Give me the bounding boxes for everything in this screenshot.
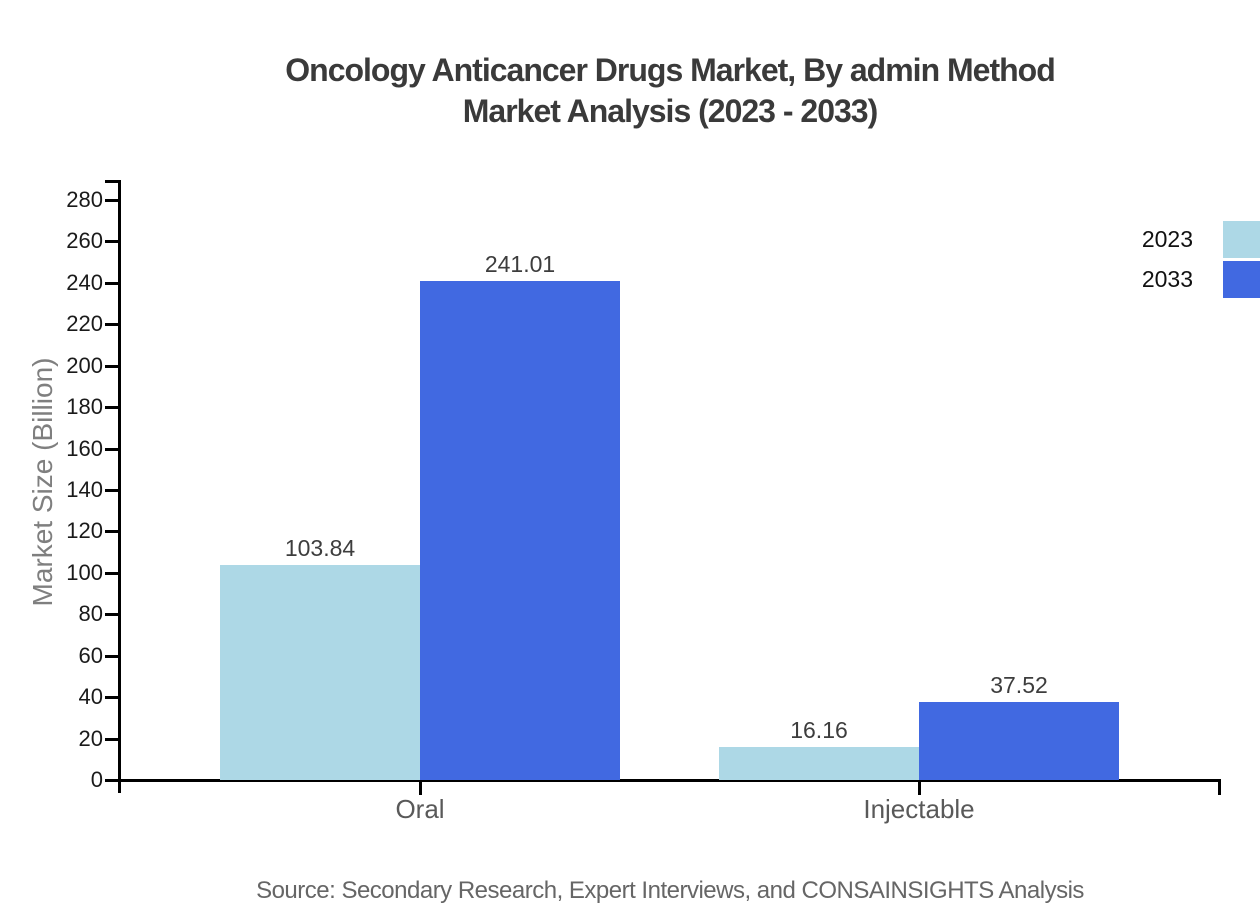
bar-2033-oral — [420, 280, 620, 780]
y-axis-top-cap — [105, 180, 118, 183]
chart-title-line2: Market Analysis (2023 - 2033) — [462, 93, 879, 129]
chart-title: Oncology Anticancer Drugs Market, By adm… — [80, 50, 1260, 132]
y-tick-label: 260 — [66, 228, 103, 254]
y-tick-label: 200 — [66, 352, 103, 378]
legend-swatch-2023 — [1223, 220, 1260, 258]
y-tick-label: 140 — [66, 477, 103, 502]
x-tick-injectable — [918, 782, 921, 795]
source-attribution: Source: Secondary Research, Expert Inter… — [256, 877, 1084, 904]
bar-2033-injectable — [919, 702, 1119, 780]
y-tick-label: 240 — [66, 269, 103, 295]
y-tick — [105, 737, 118, 741]
category-label-injectable: Injectable — [863, 794, 975, 824]
y-tick-label: 20 — [78, 725, 103, 751]
value-label-2033-oral: 241.01 — [484, 250, 556, 277]
y-tick — [105, 571, 118, 575]
y-tick-label: 220 — [66, 311, 103, 337]
y-tick-label: 120 — [66, 518, 103, 544]
y-axis-line — [118, 180, 121, 793]
y-tick — [105, 199, 118, 202]
y-tick-label: 180 — [66, 394, 103, 420]
y-tick — [105, 530, 118, 534]
legend-label-2023: 2023 — [1141, 225, 1193, 252]
y-tick-label: 160 — [66, 435, 103, 461]
y-tick — [105, 281, 118, 285]
category-label-oral: Oral — [395, 794, 445, 824]
legend-item-2033: 2033 — [1142, 259, 1260, 299]
y-tick-label: 0 — [90, 767, 103, 792]
y-tick — [105, 779, 118, 782]
y-tick-label: 100 — [66, 559, 103, 585]
y-tick — [105, 696, 118, 700]
x-axis-line — [118, 779, 1221, 782]
legend-swatch-2033 — [1223, 260, 1260, 298]
x-axis-end-tick — [1218, 779, 1221, 795]
bar-2023-oral — [220, 564, 420, 780]
y-tick-label: 40 — [78, 684, 103, 710]
y-tick-label: 80 — [78, 601, 103, 627]
y-tick — [105, 323, 118, 327]
chart-title-line1: Oncology Anticancer Drugs Market, By adm… — [285, 52, 1056, 88]
value-label-2033-injectable: 37.52 — [990, 672, 1048, 699]
y-tick — [105, 489, 118, 492]
x-tick-oral — [419, 782, 422, 795]
bar-2023-injectable — [719, 746, 919, 780]
y-tick-label: 280 — [66, 187, 103, 212]
y-tick — [105, 364, 118, 368]
legend: 2023 2033 — [1142, 219, 1260, 299]
y-tick — [105, 240, 118, 244]
legend-item-2023: 2023 — [1142, 219, 1260, 259]
legend-label-2033: 2033 — [1141, 265, 1193, 292]
y-tick — [105, 406, 118, 410]
value-label-2023-injectable: 16.16 — [790, 716, 848, 743]
y-tick — [105, 447, 118, 451]
value-label-2023-oral: 103.84 — [284, 534, 356, 561]
y-tick-label: 60 — [78, 642, 103, 668]
y-tick — [105, 613, 118, 617]
y-tick — [105, 654, 118, 658]
